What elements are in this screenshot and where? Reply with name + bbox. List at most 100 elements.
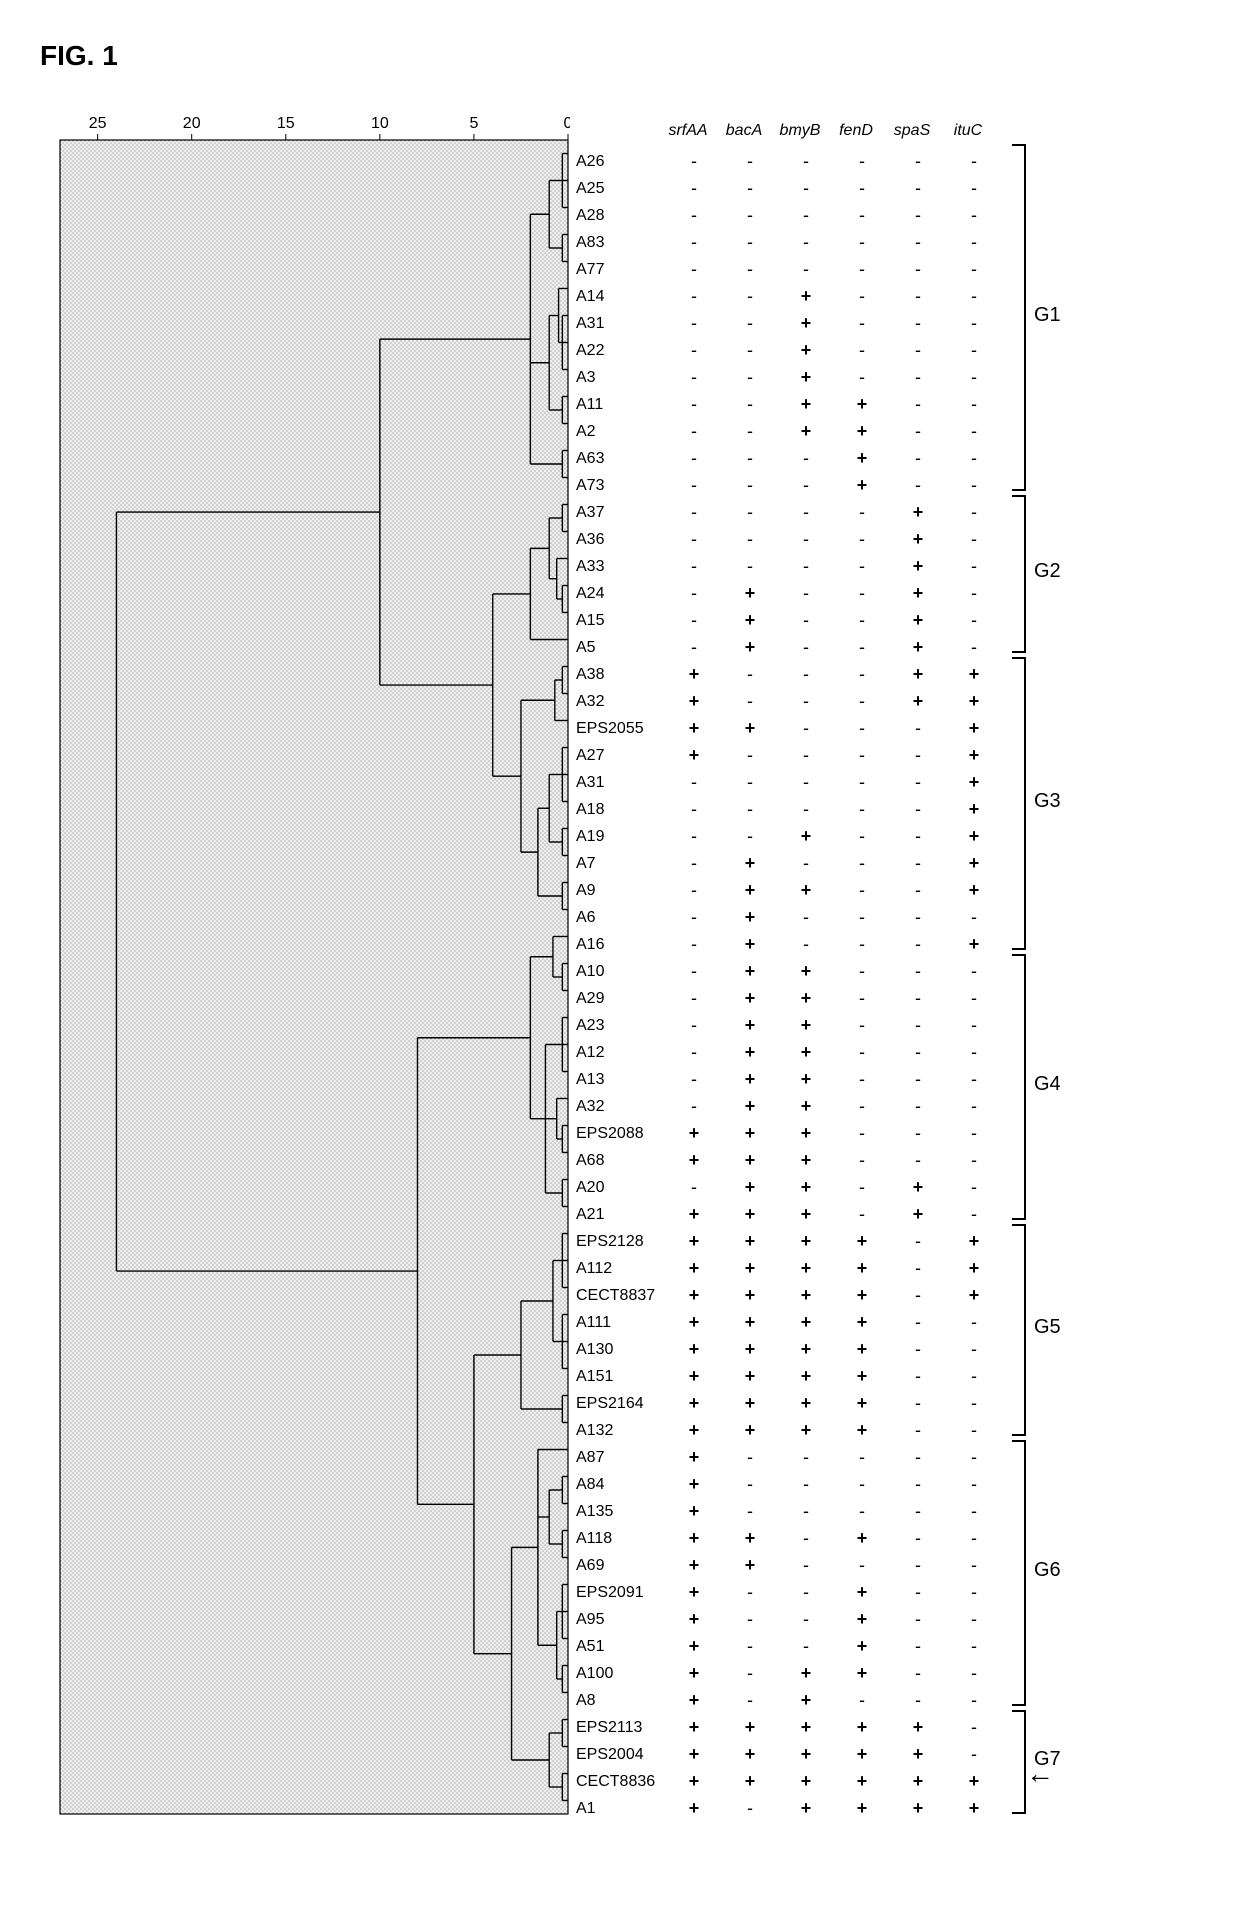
gene-cell: -	[666, 988, 722, 1009]
gene-cell: -	[946, 502, 1002, 523]
gene-cell: -	[722, 421, 778, 442]
group-label: G1	[1034, 304, 1061, 327]
gene-cell: -	[890, 718, 946, 739]
gene-cell: +	[834, 1231, 890, 1252]
gene-cell: +	[834, 1717, 890, 1738]
gene-cell: +	[834, 1366, 890, 1387]
gene-cell: -	[890, 826, 946, 847]
gene-cell: -	[666, 1015, 722, 1036]
gene-cell: -	[722, 340, 778, 361]
gene-cell: +	[778, 1042, 834, 1063]
gene-cell: +	[778, 1339, 834, 1360]
gene-cell: -	[722, 1447, 778, 1468]
gene-cell: +	[834, 1771, 890, 1792]
gene-cell: -	[946, 988, 1002, 1009]
gene-cell: +	[722, 610, 778, 631]
gene-cell: -	[890, 259, 946, 280]
gene-cell: +	[666, 691, 722, 712]
group-label: G4	[1034, 1073, 1061, 1096]
data-row: A51+--+--	[570, 1633, 1002, 1660]
gene-cell: -	[722, 1474, 778, 1495]
gene-cell: -	[778, 1447, 834, 1468]
gene-cell: -	[834, 934, 890, 955]
gene-cell: +	[778, 1123, 834, 1144]
gene-cell: +	[778, 1690, 834, 1711]
sample-name: A33	[570, 558, 666, 576]
gene-cell: -	[778, 691, 834, 712]
gene-cell: -	[666, 529, 722, 550]
sample-name: A18	[570, 801, 666, 819]
gene-cell: +	[666, 1339, 722, 1360]
gene-cell: +	[778, 1096, 834, 1117]
gene-cell: +	[722, 961, 778, 982]
sample-name: A32	[570, 1098, 666, 1116]
gene-cell: -	[666, 907, 722, 928]
gene-cell: -	[778, 205, 834, 226]
sample-name: A84	[570, 1476, 666, 1494]
gene-cell: +	[778, 1177, 834, 1198]
gene-cell: -	[890, 799, 946, 820]
gene-cell: -	[890, 1231, 946, 1252]
gene-cell: -	[778, 1474, 834, 1495]
gene-cell: +	[722, 1150, 778, 1171]
gene-cell: -	[946, 1123, 1002, 1144]
sample-name: A77	[570, 261, 666, 279]
gene-cell: +	[722, 1420, 778, 1441]
gene-cell: +	[778, 1312, 834, 1333]
gene-cell: +	[722, 1744, 778, 1765]
data-row: A1+-++++	[570, 1795, 1002, 1822]
gene-cell: +	[890, 691, 946, 712]
gene-cell: -	[666, 610, 722, 631]
gene-cell: +	[834, 1285, 890, 1306]
gene-cell: -	[890, 1393, 946, 1414]
gene-cell: -	[946, 1474, 1002, 1495]
sample-name: A3	[570, 369, 666, 387]
gene-cell: -	[946, 1528, 1002, 1549]
sample-name: EPS2055	[570, 720, 666, 738]
gene-cell: +	[890, 1771, 946, 1792]
gene-cell: -	[778, 1528, 834, 1549]
gene-cell: -	[946, 1447, 1002, 1468]
sample-name: A31	[570, 315, 666, 333]
gene-cell: -	[946, 1744, 1002, 1765]
gene-cell: +	[722, 1177, 778, 1198]
data-row: A69++----	[570, 1552, 1002, 1579]
gene-cell: -	[834, 718, 890, 739]
gene-cell: -	[834, 691, 890, 712]
gene-cell: +	[722, 1231, 778, 1252]
gene-cell: -	[666, 1069, 722, 1090]
gene-cell: +	[834, 1312, 890, 1333]
gene-cell: -	[834, 1474, 890, 1495]
gene-cell: -	[778, 853, 834, 874]
sample-name: A19	[570, 828, 666, 846]
gene-cell: +	[778, 1798, 834, 1819]
gene-cell: -	[778, 1582, 834, 1603]
gene-cell: +	[666, 1636, 722, 1657]
gene-cell: -	[946, 1339, 1002, 1360]
sample-name: A15	[570, 612, 666, 630]
group-label: G5	[1034, 1316, 1061, 1339]
gene-cell: +	[722, 1042, 778, 1063]
data-row: A20-++-+-	[570, 1174, 1002, 1201]
gene-cell: +	[666, 1744, 722, 1765]
data-row: A132++++--	[570, 1417, 1002, 1444]
gene-cell: -	[666, 1042, 722, 1063]
gene-cell: -	[834, 1204, 890, 1225]
sample-name: A73	[570, 477, 666, 495]
gene-cell: +	[834, 1744, 890, 1765]
gene-cell: -	[834, 1501, 890, 1522]
gene-cell: -	[890, 1123, 946, 1144]
group-bracket	[1012, 495, 1026, 653]
gene-cell: -	[778, 583, 834, 604]
gene-cell: -	[890, 1474, 946, 1495]
gene-cell: -	[946, 1015, 1002, 1036]
data-row: A5-+--+-	[570, 634, 1002, 661]
data-row: A12-++---	[570, 1039, 1002, 1066]
gene-cell: -	[890, 205, 946, 226]
sample-name: A13	[570, 1071, 666, 1089]
gene-cell: -	[946, 1555, 1002, 1576]
gene-cell: -	[834, 313, 890, 334]
gene-cell: +	[890, 502, 946, 523]
sample-name: A83	[570, 234, 666, 252]
gene-cell: -	[946, 961, 1002, 982]
